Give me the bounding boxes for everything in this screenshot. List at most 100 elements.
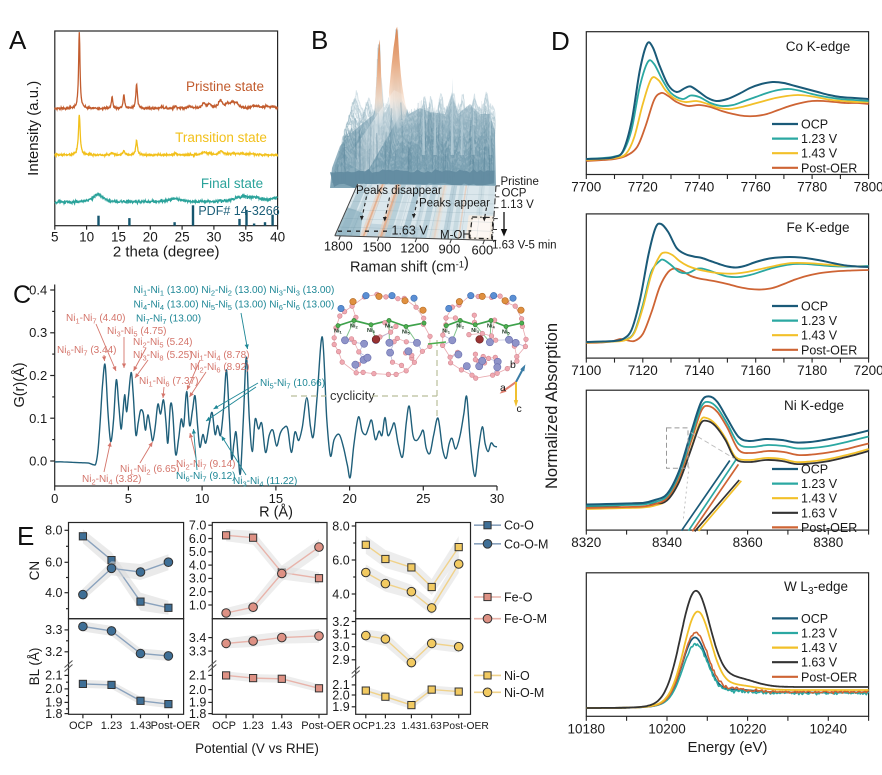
svg-text:Ni1: Ni1	[442, 329, 451, 335]
svg-text:1200: 1200	[400, 241, 429, 256]
svg-text:0.0: 0.0	[29, 454, 47, 469]
svg-text:25: 25	[175, 230, 190, 245]
svg-text:1.43 V: 1.43 V	[801, 641, 838, 655]
svg-text:OCP: OCP	[801, 612, 828, 626]
svg-text:10240: 10240	[810, 721, 848, 736]
svg-text:10200: 10200	[648, 721, 686, 736]
svg-text:7780: 7780	[797, 180, 827, 195]
svg-text:Post-OER: Post-OER	[801, 343, 857, 357]
svg-text:600: 600	[472, 243, 494, 258]
svg-text:40: 40	[270, 230, 285, 245]
svg-text:7200: 7200	[854, 363, 882, 378]
svg-text:OCP: OCP	[801, 300, 828, 314]
svg-text:8340: 8340	[652, 535, 682, 550]
svg-text:1.23 V: 1.23 V	[801, 314, 838, 328]
svg-text:7760: 7760	[741, 180, 771, 195]
svg-text:C: C	[13, 281, 31, 309]
svg-text:1.43: 1.43	[130, 720, 151, 732]
svg-text:BL (Å): BL (Å)	[27, 648, 42, 686]
svg-text:6.0: 6.0	[189, 532, 206, 546]
svg-text:1.43: 1.43	[401, 721, 421, 732]
svg-text:c: c	[517, 403, 522, 415]
svg-text:Potential (V vs RHE): Potential (V vs RHE)	[195, 741, 319, 756]
svg-text:Ni2: Ni2	[350, 324, 359, 330]
svg-text:Ni-O-M: Ni-O-M	[504, 686, 544, 700]
svg-text:Ni1-Ni1 (13.00) Ni2-Ni2 (13.00: Ni1-Ni1 (13.00) Ni2-Ni2 (13.00) Ni3-Ni3 …	[134, 285, 335, 298]
svg-text:Post-OER: Post-OER	[151, 720, 201, 732]
svg-text:B: B	[311, 25, 328, 55]
svg-text:D: D	[551, 26, 570, 56]
svg-text:Ni2-Ni6 (8.92): Ni2-Ni6 (8.92)	[190, 362, 249, 375]
svg-text:Fe K-edge: Fe K-edge	[786, 220, 849, 235]
svg-text:1.23: 1.23	[101, 720, 122, 732]
svg-text:1.23: 1.23	[375, 721, 395, 732]
svg-text:8.0: 8.0	[332, 519, 349, 533]
svg-text:A: A	[9, 25, 27, 55]
svg-text:Peaks appear: Peaks appear	[419, 198, 490, 210]
svg-text:7740: 7740	[684, 180, 714, 195]
svg-text:Post-OER: Post-OER	[801, 670, 857, 684]
svg-text:1.63: 1.63	[422, 721, 442, 732]
svg-text:7700: 7700	[571, 180, 601, 195]
svg-text:Transition state: Transition state	[175, 130, 267, 145]
svg-text:Ni2-Ni4 (3.82): Ni2-Ni4 (3.82)	[82, 474, 141, 487]
svg-text:3.3: 3.3	[45, 623, 62, 637]
svg-text:Intensity (a.u.): Intensity (a.u.)	[25, 81, 42, 176]
svg-text:1.63 V: 1.63 V	[392, 224, 429, 238]
svg-text:Peaks disappear: Peaks disappear	[356, 185, 442, 197]
svg-text:1.43 V: 1.43 V	[801, 329, 838, 343]
svg-text:Pristine state: Pristine state	[186, 79, 264, 94]
svg-text:OCP: OCP	[69, 720, 93, 732]
svg-text:1.43 V: 1.43 V	[801, 147, 838, 161]
svg-text:2 theta (degree): 2 theta (degree)	[113, 244, 220, 261]
svg-text:Pristine: Pristine	[501, 176, 539, 188]
svg-text:3.0: 3.0	[189, 572, 206, 586]
svg-text:Ni2-Ni7 (9.14): Ni2-Ni7 (9.14)	[176, 459, 235, 472]
svg-text:2.0: 2.0	[189, 585, 206, 599]
svg-text:30: 30	[206, 230, 221, 245]
svg-text:7800: 7800	[854, 180, 882, 195]
svg-text:Co K-edge: Co K-edge	[786, 39, 851, 54]
svg-text:0: 0	[51, 491, 58, 506]
svg-text:Fe-O-M: Fe-O-M	[504, 612, 547, 626]
svg-text:Final state: Final state	[201, 176, 263, 191]
svg-text:Ni3: Ni3	[367, 328, 376, 334]
svg-text:Post-OER: Post-OER	[443, 721, 489, 732]
svg-text:Ni-O: Ni-O	[504, 669, 530, 683]
svg-text:4.0: 4.0	[332, 587, 349, 601]
svg-text:Ni4-Ni4 (13.00) Ni5-Ni5 (13.00: Ni4-Ni4 (13.00) Ni5-Ni5 (13.00) Ni6-Ni6 …	[134, 300, 335, 313]
svg-text:b: b	[510, 359, 516, 371]
svg-text:7160: 7160	[741, 363, 771, 378]
svg-text:8.0: 8.0	[45, 524, 62, 538]
svg-text:Ni4: Ni4	[487, 324, 496, 330]
svg-text:Ni1-Ni4 (8.78): Ni1-Ni4 (8.78)	[190, 350, 249, 363]
svg-text:M-OH: M-OH	[440, 230, 471, 242]
svg-text:1.23 V: 1.23 V	[801, 132, 838, 146]
svg-text:7720: 7720	[628, 180, 658, 195]
svg-text:7.0: 7.0	[189, 519, 206, 533]
svg-text:10220: 10220	[729, 721, 767, 736]
svg-text:Ni4: Ni4	[385, 324, 394, 330]
svg-text:Normalized Absorption: Normalized Absorption	[543, 323, 561, 489]
svg-text:0.2: 0.2	[29, 368, 47, 383]
svg-text:Post-OER: Post-OER	[801, 161, 857, 175]
svg-text:3.2: 3.2	[45, 645, 62, 659]
svg-text:2.9: 2.9	[332, 653, 349, 667]
svg-text:0.3: 0.3	[29, 325, 47, 340]
svg-text:OCP: OCP	[801, 463, 828, 477]
svg-text:25: 25	[416, 491, 430, 506]
svg-text:5: 5	[51, 230, 59, 245]
svg-text:1.63 V: 1.63 V	[801, 656, 838, 670]
svg-text:3.0: 3.0	[332, 640, 349, 654]
svg-text:Energy (eV): Energy (eV)	[687, 739, 767, 756]
svg-text:1.63 V-5 min: 1.63 V-5 min	[492, 240, 557, 252]
svg-text:Ni6-Ni7 (9.12): Ni6-Ni7 (9.12)	[176, 471, 235, 484]
svg-text:1.23 V: 1.23 V	[801, 627, 838, 641]
svg-text:Post-OER: Post-OER	[801, 521, 857, 535]
svg-text:Post-OER: Post-OER	[301, 720, 351, 732]
svg-text:7180: 7180	[797, 363, 827, 378]
svg-text:4.0: 4.0	[189, 558, 206, 572]
svg-text:OCP: OCP	[353, 721, 375, 732]
svg-text:Ni K-edge: Ni K-edge	[784, 398, 844, 413]
svg-text:PDF# 14-3266: PDF# 14-3266	[198, 204, 279, 218]
